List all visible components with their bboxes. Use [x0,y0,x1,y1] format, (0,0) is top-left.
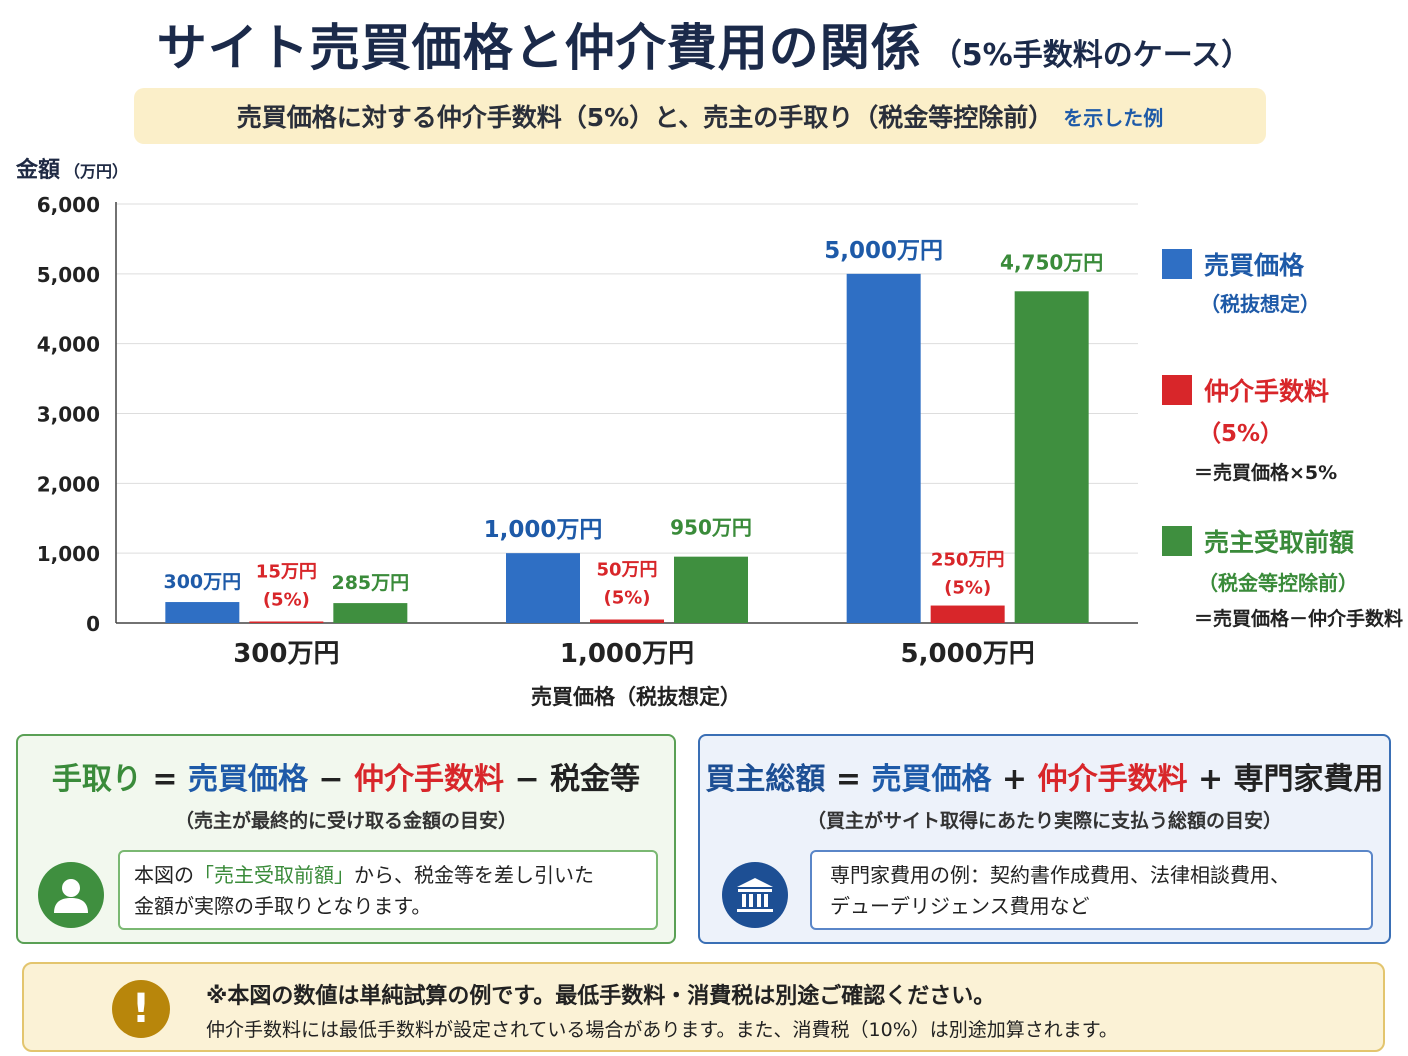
x-category-label: 300万円 [233,639,339,669]
legend-item-fee: 仲介手数料 （5%） ＝売買価格×5% [1162,372,1337,485]
data-label-percent: (5%) [944,578,991,599]
formula-term: 手取り [51,762,142,797]
y-axis-label: 金額 （万円） [16,152,128,184]
bar [506,553,580,623]
formula-term: 仲介手数料 [1037,762,1188,797]
legend-name: 売買価格 [1204,251,1305,280]
legend-sub: （税金等控除前） [1198,571,1358,595]
data-label: 1,000万円 [484,517,603,543]
legend-note: ＝売買価格－仲介手数料 [1194,608,1404,630]
title-main: サイト売買価格と仲介費用の関係 [156,19,922,77]
subtitle-band: 売買価格に対する仲介手数料（5%）と、売主の手取り（税金等控除前） を示した例 [134,88,1266,144]
legend-swatch-green [1162,526,1192,556]
subtitle-tail: を示した例 [1063,105,1164,130]
legend-sub: （税抜想定） [1200,292,1320,316]
legend-item-net: 売主受取前額 （税金等控除前） ＝売買価格－仲介手数料 [1162,523,1403,631]
bar [165,602,240,623]
formula-term: 仲介手数料 [354,762,505,797]
disclaimer-line-1: ※本図の数値は単純試算の例です。最低手数料・消費税は別途ご確認ください。 [206,984,996,1009]
net-proceeds-formula: 手取り = 売買価格 − 仲介手数料 − 税金等 [18,754,674,798]
data-label: 50万円 [596,560,657,581]
data-label: 300万円 [163,571,241,593]
legend-swatch-blue [1162,249,1192,279]
formula-operator: + [1001,762,1028,797]
note-text: 専門家費用の例：契約書作成費用、法律相談費用、 [830,863,1290,887]
legend-item-price: 売買価格 （税抜想定） [1162,246,1320,317]
x-axis-label: 売買価格（税抜想定） [531,685,741,709]
legend-name: 売主受取前額 [1204,528,1355,557]
y-tick-label: 3,000 [37,403,100,427]
legend-note: ＝売買価格×5% [1194,462,1338,484]
page-title: サイト売買価格と仲介費用の関係 （5%手数料のケース） [0,8,1408,80]
bar-layer [165,273,1089,623]
bar [1014,291,1089,623]
data-label-percent: (5%) [603,588,650,609]
title-sub: （5%手数料のケース） [931,38,1252,73]
y-axis-label-text: 金額 [16,158,61,183]
legend-swatch-red [1162,375,1192,405]
y-tick-label: 4,000 [37,333,100,357]
y-axis-unit: （万円） [64,162,129,181]
net-proceeds-card: 手取り = 売買価格 − 仲介手数料 − 税金等 （売主が最終的に受け取る金額の… [16,734,676,944]
formula-term: 売買価格 [871,762,992,797]
y-tick-label: 1,000 [37,542,100,566]
expert-cost-note: 専門家費用の例：契約書作成費用、法律相談費用、 デューデリジェンス費用など [810,850,1373,930]
x-category-label: 1,000万円 [560,639,694,669]
disclaimer-box: ! ※本図の数値は単純試算の例です。最低手数料・消費税は別途ご確認ください。 仲… [22,962,1385,1052]
data-label: 285万円 [331,572,409,594]
data-label: 4,750万円 [1000,250,1103,274]
x-category-label: 5,000万円 [901,639,1035,669]
bar [930,605,1005,623]
data-label-percent: (5%) [263,590,310,611]
formula-operator: − [318,762,344,797]
buyer-total-formula: 買主総額 = 売買価格 + 仲介手数料 + 専門家費用 [700,754,1389,798]
formula-term: 税金等 [550,762,641,797]
formula-term: 買主総額 [705,762,826,797]
note-text: から、税金等を差し引いた [354,863,594,887]
y-tick-label: 0 [86,612,100,636]
formula-term: 専門家費用 [1233,762,1384,797]
legend-sub: （5%） [1198,421,1284,447]
formula-operator: = [152,762,178,797]
bar [674,556,748,623]
note-highlight: 「売主受取前額」 [194,863,354,887]
formula-operator: + [1197,762,1224,797]
bar [249,621,324,623]
bar [846,273,921,623]
note-text: 本図の [134,863,194,887]
grid-layer: 0 1,000 2,000 3,000 4,000 5,000 6,000 [37,193,1138,636]
data-label: 5,000万円 [824,238,943,264]
legend-name: 仲介手数料 [1204,377,1330,406]
data-label: 950万円 [670,516,752,540]
data-label: 15万円 [256,562,317,583]
bar [333,603,408,623]
buyer-total-card: 買主総額 = 売買価格 + 仲介手数料 + 専門家費用 （買主がサイト取得にあた… [698,734,1391,944]
formula-term: 売買価格 [187,762,308,797]
buyer-total-description: （買主がサイト取得にあたり実際に支払う総額の目安） [806,810,1282,832]
note-text: デューデリジェンス費用など [830,894,1090,918]
net-proceeds-description: （売主が最終的に受け取る金額の目安） [174,810,517,832]
y-tick-label: 2,000 [37,472,100,496]
y-tick-label: 5,000 [37,263,100,287]
data-label: 250万円 [931,550,1005,571]
exclamation-icon: ! [112,980,170,1038]
label-layer: 300万円 300万円 15万円 (5%) 285万円 1,000万円 1,000万円 50万… [163,238,1103,669]
bar [590,619,664,623]
disclaimer-line-2: 仲介手数料には最低手数料が設定されている場合があります。また、消費税（10%）は… [206,1019,1118,1041]
user-icon [38,862,104,928]
formula-operator: − [514,762,540,797]
formula-operator: = [835,762,862,797]
net-proceeds-note: 本図の「売主受取前額」から、税金等を差し引いた 金額が実際の手取りとなります。 [118,850,658,930]
note-text: 金額が実際の手取りとなります。 [134,894,432,918]
y-tick-label: 6,000 [37,193,100,217]
bank-icon [722,862,788,928]
subtitle-main: 売買価格に対する仲介手数料（5%）と、売主の手取り（税金等控除前） [236,103,1054,132]
